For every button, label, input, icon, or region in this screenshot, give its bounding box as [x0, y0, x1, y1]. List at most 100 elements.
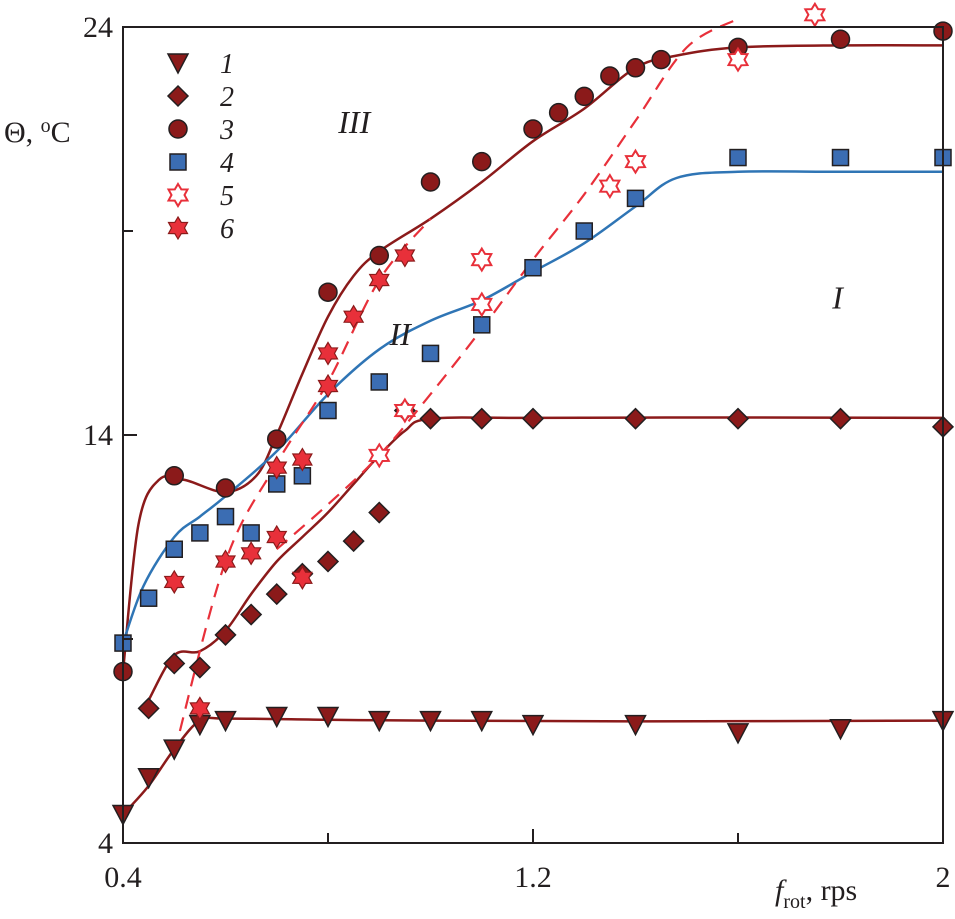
series-1 [111, 706, 955, 827]
series-3-point [574, 86, 594, 107]
legend-label-6: 6 [220, 214, 234, 245]
series-1-point [419, 710, 442, 733]
series-2-point [726, 407, 750, 430]
series-2 [137, 399, 955, 720]
x-tick-label: 1.2 [514, 861, 552, 894]
series-4-point [242, 524, 260, 542]
series-6-point [291, 447, 313, 472]
series-6-point [163, 569, 185, 595]
legend-marker-2 [166, 84, 190, 108]
series-5-point [470, 291, 493, 318]
x-axis-label: frot, rps [775, 874, 857, 913]
series-3-point [369, 245, 389, 266]
legend-label-4: 4 [220, 148, 234, 179]
series-6-point [317, 373, 339, 399]
legend-label-3: 3 [219, 115, 234, 146]
series-2-point [214, 623, 237, 646]
series-5-point [470, 246, 493, 273]
y-tick-label: 24 [83, 11, 113, 44]
series-1-point [829, 719, 852, 741]
series-6-point [240, 541, 262, 566]
x-tick-label: 0.4 [104, 861, 142, 894]
series-4-point [370, 373, 388, 391]
legend-label-1: 1 [220, 49, 234, 80]
series-3-point [548, 102, 569, 123]
series-6-point [343, 304, 365, 329]
y-axis-label: Θ, oC [4, 115, 71, 149]
series-3-point [420, 172, 441, 192]
series-3-point [267, 429, 287, 449]
legend-marker-5 [166, 182, 190, 208]
series-6-point [214, 549, 237, 574]
series-5-point [726, 46, 750, 73]
series-3-point [164, 466, 184, 486]
series-6-point [394, 243, 416, 268]
series-3-point [523, 119, 543, 139]
series-1-point [470, 710, 493, 733]
series-3-point [625, 58, 646, 78]
x-label-unit: , rps [806, 874, 858, 907]
series-5-point [368, 442, 391, 469]
series-2-point [240, 603, 263, 626]
series-6-point [368, 267, 390, 293]
series-4-point [421, 344, 440, 363]
region-label-I: I [831, 280, 844, 316]
series-1-point [265, 706, 288, 729]
series-3 [113, 21, 953, 682]
region-label-II: II [389, 316, 413, 352]
series-2-point [163, 652, 186, 675]
series-5-point [598, 173, 622, 200]
series-1-point [214, 710, 237, 733]
fit-line-2 [147, 416, 943, 701]
fit-line-3 [123, 43, 943, 672]
series-3-point [318, 282, 338, 302]
x-tick-label: 2 [936, 861, 951, 894]
series-4-point [524, 258, 542, 277]
fit-line-4 [123, 170, 943, 644]
series-4 [114, 148, 952, 652]
series-5 [368, 1, 827, 469]
series-4-point [191, 524, 209, 542]
series-1-point [316, 706, 340, 729]
series-5-point [624, 148, 647, 175]
y-tick-label: 4 [98, 827, 113, 860]
legend-marker-6 [167, 215, 189, 241]
series-2-point [188, 656, 211, 679]
x-label-subscript: rot [783, 891, 806, 913]
series-6-point [291, 565, 313, 590]
series-2-point [368, 501, 391, 524]
series-2-point [265, 583, 288, 606]
region-label-III: III [337, 104, 371, 140]
series-4-point [473, 316, 491, 334]
series-3-point [215, 478, 236, 498]
legend-label-2: 2 [220, 82, 234, 113]
legend-marker-4 [169, 153, 187, 171]
series-1-point [624, 714, 647, 737]
series-3-point [830, 29, 851, 49]
series-6 [163, 243, 416, 721]
series-2-point [829, 407, 852, 430]
series-4-point [626, 189, 645, 208]
axis-labels: Θ, oC frot, rps [4, 115, 857, 913]
series-4-point [729, 148, 747, 167]
series-6-point [266, 524, 288, 550]
legend-marker-1 [166, 53, 190, 75]
series-1-point [137, 767, 160, 790]
series-2-point [624, 407, 647, 430]
series-3-point [472, 151, 492, 172]
series-6-point [189, 696, 211, 721]
series-1-point [163, 739, 186, 761]
series-6-point [266, 455, 288, 480]
series-2-point [521, 407, 545, 430]
series-3-point [651, 49, 671, 70]
series-4-point [216, 507, 235, 526]
series-2-point [342, 530, 365, 553]
fit-line-5 [173, 218, 432, 754]
data-markers [111, 1, 955, 827]
y-label-unit: C [51, 116, 71, 149]
series-4-point [165, 540, 183, 558]
